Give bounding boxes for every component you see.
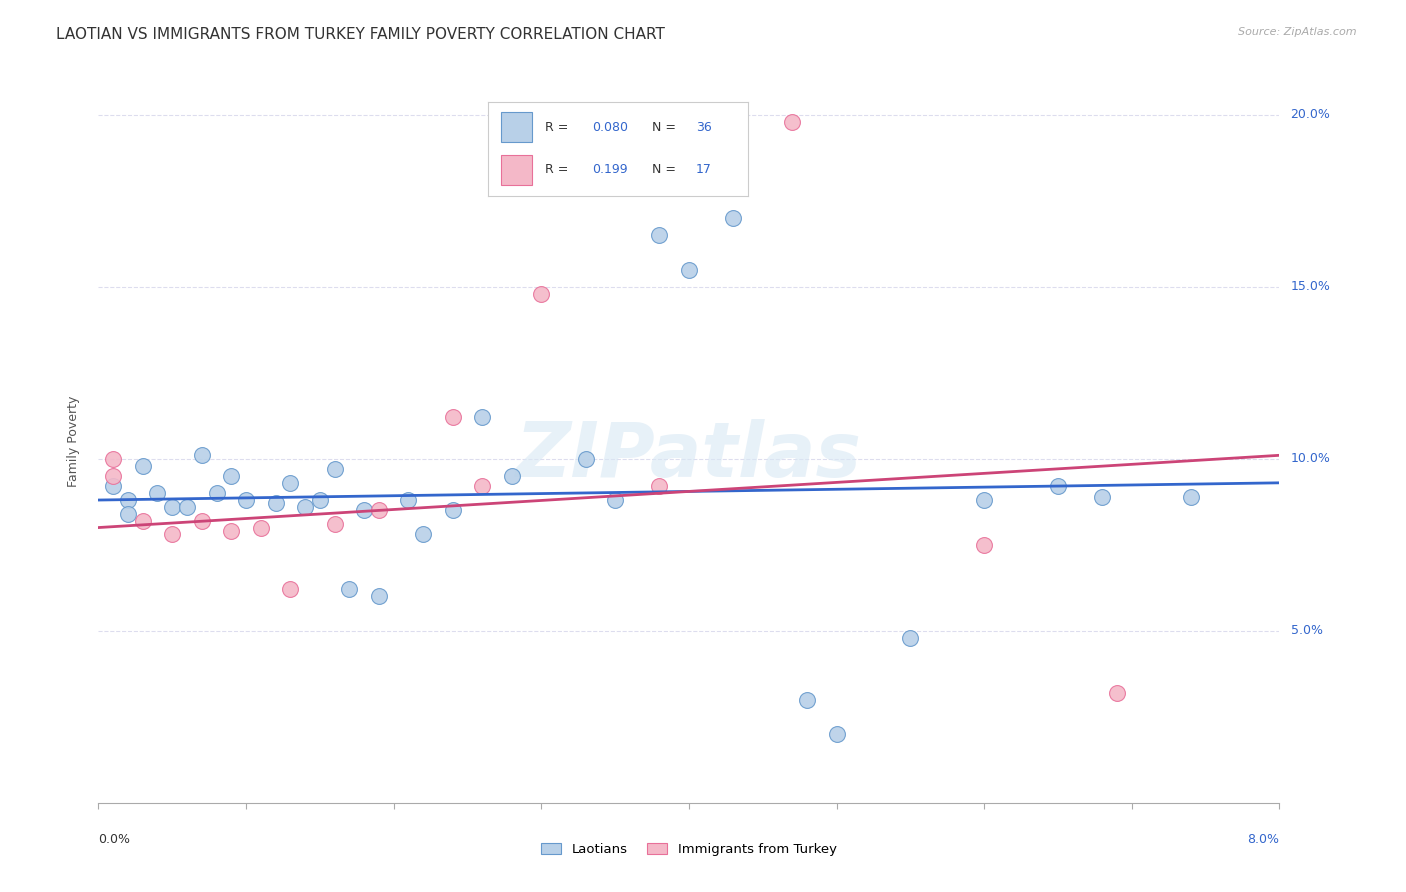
Text: 8.0%: 8.0%	[1247, 833, 1279, 847]
Point	[264, 496, 287, 510]
Point	[530, 286, 553, 301]
Point	[1180, 490, 1202, 504]
Point	[471, 410, 494, 425]
Point	[221, 524, 243, 538]
Point	[176, 500, 198, 514]
Point	[648, 479, 671, 493]
Point	[398, 493, 420, 508]
Point	[605, 493, 627, 508]
Point	[678, 262, 700, 277]
Point	[117, 507, 139, 521]
Point	[309, 493, 332, 508]
Point	[280, 475, 302, 490]
Point	[575, 451, 598, 466]
Point	[191, 514, 214, 528]
Point	[250, 520, 273, 534]
Point	[132, 514, 155, 528]
Text: 5.0%: 5.0%	[1291, 624, 1323, 637]
Point	[146, 486, 169, 500]
Point	[973, 493, 995, 508]
Text: 10.0%: 10.0%	[1291, 452, 1330, 466]
Point	[235, 493, 257, 508]
Point	[782, 114, 804, 128]
Text: ZIPatlas: ZIPatlas	[516, 419, 862, 493]
Point	[648, 228, 671, 243]
Point	[796, 692, 818, 706]
Y-axis label: Family Poverty: Family Poverty	[67, 396, 80, 487]
Point	[339, 582, 361, 597]
Point	[132, 458, 155, 473]
Text: 20.0%: 20.0%	[1291, 108, 1330, 121]
Point	[103, 479, 125, 493]
Point	[1107, 686, 1129, 700]
Point	[412, 527, 434, 541]
Point	[191, 448, 214, 462]
Point	[117, 493, 139, 508]
Point	[323, 517, 346, 532]
Point	[353, 503, 375, 517]
Point	[205, 486, 228, 500]
Text: 15.0%: 15.0%	[1291, 280, 1330, 293]
Point	[973, 538, 995, 552]
Point	[501, 469, 523, 483]
Point	[162, 527, 183, 541]
Point	[162, 500, 183, 514]
Point	[441, 410, 464, 425]
Point	[1046, 479, 1070, 493]
Point	[103, 451, 125, 466]
Point	[1091, 490, 1114, 504]
Point	[825, 727, 848, 741]
Point	[441, 503, 464, 517]
Text: 0.0%: 0.0%	[98, 833, 131, 847]
Point	[471, 479, 494, 493]
Point	[323, 462, 346, 476]
Point	[103, 469, 125, 483]
Point	[723, 211, 745, 225]
Point	[294, 500, 316, 514]
Point	[900, 631, 922, 645]
Text: Source: ZipAtlas.com: Source: ZipAtlas.com	[1239, 27, 1357, 37]
Point	[280, 582, 302, 597]
Point	[368, 503, 391, 517]
Text: LAOTIAN VS IMMIGRANTS FROM TURKEY FAMILY POVERTY CORRELATION CHART: LAOTIAN VS IMMIGRANTS FROM TURKEY FAMILY…	[56, 27, 665, 42]
Point	[221, 469, 243, 483]
Legend: Laotians, Immigrants from Turkey: Laotians, Immigrants from Turkey	[536, 838, 842, 862]
Point	[368, 590, 391, 604]
